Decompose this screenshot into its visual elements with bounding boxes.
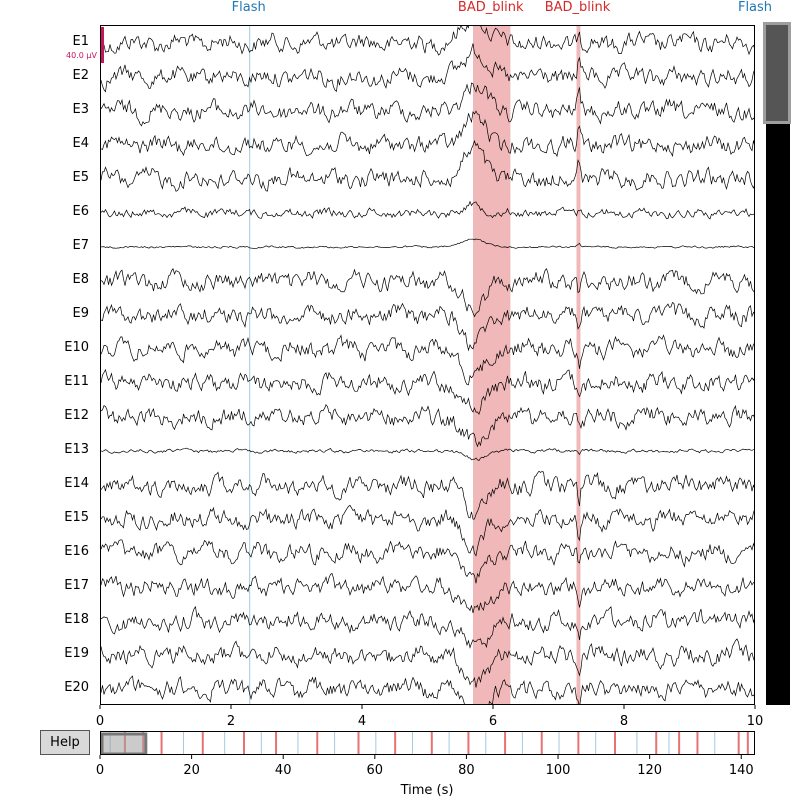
- x-tick-label-0: 0: [95, 714, 105, 729]
- overview-tick-label-4: 80: [458, 763, 475, 778]
- trace-E18[interactable]: [101, 605, 755, 649]
- trace-E14[interactable]: [101, 470, 755, 520]
- channel-label-E12[interactable]: E12: [64, 408, 89, 423]
- time-overview-canvas[interactable]: [101, 732, 755, 755]
- overview-bad-mark-10: [467, 732, 470, 754]
- channel-label-E18[interactable]: E18: [64, 612, 89, 627]
- overview-tick-label-3: 60: [366, 763, 384, 778]
- eeg-trace-canvas[interactable]: [101, 26, 755, 705]
- trace-E6[interactable]: [101, 200, 755, 220]
- channel-label-E15[interactable]: E15: [64, 510, 89, 525]
- overview-tick-label-6: 120: [637, 763, 663, 778]
- bad-blink-span-2[interactable]: [576, 26, 581, 705]
- scale-bar-label: 40.0 µV: [66, 51, 97, 60]
- overview-bad-mark-17: [696, 732, 699, 754]
- overview-tick-label-1: 20: [183, 763, 200, 778]
- overview-bad-mark-19: [746, 732, 749, 754]
- overview-bad-mark-8: [394, 732, 397, 754]
- overview-bad-mark-9: [430, 732, 433, 754]
- trace-E7[interactable]: [101, 238, 755, 250]
- x-tick-label-3: 6: [488, 714, 498, 729]
- channel-label-E8[interactable]: E8: [72, 272, 90, 287]
- channel-label-E7[interactable]: E7: [72, 238, 90, 253]
- trace-E9[interactable]: [101, 301, 755, 352]
- channel-scrollbar[interactable]: [766, 25, 790, 705]
- channel-label-E17[interactable]: E17: [64, 578, 89, 593]
- channel-label-E4[interactable]: E4: [72, 136, 90, 151]
- x-tick-label-4: 8: [619, 714, 629, 729]
- channel-label-E1[interactable]: E1: [72, 34, 90, 49]
- overview-bad-mark-16: [678, 732, 681, 754]
- x-tick-label-2: 4: [357, 714, 367, 729]
- annotation-label-0: Flash: [231, 0, 266, 15]
- channel-label-E16[interactable]: E16: [64, 544, 89, 559]
- overview-bad-mark-18: [737, 732, 740, 754]
- overview-tick-label-7: 140: [728, 763, 754, 778]
- trace-E8[interactable]: [101, 267, 755, 318]
- time-overview-bar[interactable]: [100, 731, 755, 755]
- overview-bad-mark-11: [504, 732, 507, 754]
- channel-label-E14[interactable]: E14: [64, 476, 89, 491]
- overview-bad-mark-3: [201, 732, 204, 754]
- channel-label-E6[interactable]: E6: [72, 204, 90, 219]
- overview-bad-mark-5: [275, 732, 278, 754]
- x-tick-label-5: 10: [746, 714, 764, 729]
- annotation-label-1: BAD_blink: [457, 0, 524, 15]
- trace-E5[interactable]: [101, 139, 755, 192]
- trace-E4[interactable]: [101, 110, 755, 158]
- trace-E15[interactable]: [101, 504, 755, 557]
- channel-label-E2[interactable]: E2: [72, 68, 90, 83]
- overview-bad-mark-7: [357, 732, 360, 754]
- trace-E17[interactable]: [101, 572, 755, 614]
- channel-label-E10[interactable]: E10: [64, 340, 89, 355]
- trace-E20[interactable]: [101, 675, 755, 705]
- trace-E3[interactable]: [101, 82, 755, 127]
- annotation-label-2: BAD_blink: [544, 0, 611, 15]
- channel-label-E19[interactable]: E19: [64, 646, 89, 661]
- trace-E16[interactable]: [101, 539, 755, 584]
- trace-E2[interactable]: [101, 43, 755, 93]
- channel-label-E9[interactable]: E9: [72, 306, 90, 321]
- x-tick-label-1: 2: [226, 714, 236, 729]
- overview-bad-mark-12: [540, 732, 543, 754]
- overview-tick-label-2: 40: [274, 763, 292, 778]
- channel-label-E20[interactable]: E20: [64, 680, 89, 695]
- trace-E11[interactable]: [101, 368, 755, 415]
- overview-tick-label-0: 0: [95, 763, 105, 778]
- help-button[interactable]: Help: [40, 730, 90, 755]
- overview-bad-mark-2: [160, 732, 163, 754]
- trace-E12[interactable]: [101, 404, 755, 448]
- channel-scrollbar-thumb[interactable]: [763, 22, 791, 124]
- annotation-label-3: Flash: [737, 0, 773, 15]
- overview-tick-label-5: 100: [545, 763, 571, 778]
- eeg-trace-plot[interactable]: [100, 25, 755, 705]
- overview-bad-mark-15: [655, 732, 658, 754]
- overview-window[interactable]: [101, 732, 148, 754]
- channel-label-E11[interactable]: E11: [64, 374, 89, 389]
- channel-label-E13[interactable]: E13: [64, 442, 89, 457]
- overview-bad-mark-4: [242, 732, 245, 754]
- overview-bad-mark-14: [614, 732, 617, 754]
- trace-E1[interactable]: [101, 26, 755, 56]
- trace-E13[interactable]: [101, 447, 755, 461]
- channel-label-E5[interactable]: E5: [72, 170, 90, 185]
- trace-E10[interactable]: [101, 334, 755, 386]
- channel-label-E3[interactable]: E3: [72, 102, 90, 117]
- time-axis-label: Time (s): [400, 783, 454, 798]
- overview-bad-mark-13: [577, 732, 580, 754]
- trace-E19[interactable]: [101, 638, 755, 688]
- overview-bad-mark-6: [316, 732, 319, 754]
